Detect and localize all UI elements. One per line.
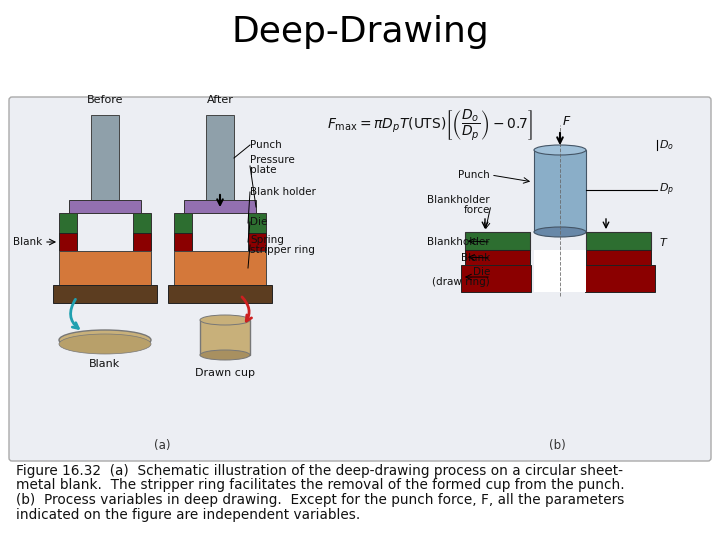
- Bar: [586, 232, 651, 250]
- Bar: [133, 213, 151, 233]
- Bar: [534, 250, 586, 265]
- Bar: [534, 150, 586, 232]
- Text: Blank: Blank: [13, 237, 42, 247]
- Bar: [59, 233, 77, 251]
- Bar: [461, 265, 531, 292]
- Text: Blank: Blank: [89, 359, 121, 369]
- Ellipse shape: [534, 145, 586, 155]
- Bar: [91, 115, 119, 200]
- Bar: [465, 250, 530, 265]
- Text: $D_p$: $D_p$: [659, 182, 674, 198]
- Bar: [174, 251, 266, 285]
- Text: Spring
stripper ring: Spring stripper ring: [250, 234, 315, 255]
- Text: Deep-Drawing: Deep-Drawing: [231, 15, 489, 49]
- Text: Before: Before: [86, 95, 123, 105]
- Text: Blank holder: Blank holder: [250, 187, 316, 197]
- Bar: [174, 233, 192, 251]
- Ellipse shape: [200, 315, 250, 325]
- Ellipse shape: [59, 330, 151, 350]
- Text: Drawn cup: Drawn cup: [195, 368, 255, 378]
- Bar: [59, 213, 77, 233]
- Text: $T$: $T$: [659, 236, 668, 248]
- FancyBboxPatch shape: [9, 97, 711, 461]
- Bar: [133, 233, 151, 251]
- Bar: [200, 320, 250, 355]
- Text: Pressure
plate: Pressure plate: [250, 154, 294, 176]
- Text: (a): (a): [154, 439, 170, 452]
- Ellipse shape: [59, 334, 151, 354]
- Ellipse shape: [200, 350, 250, 360]
- Bar: [184, 200, 256, 213]
- Text: $F_{\mathrm{max}}=\pi D_p T(\mathrm{UTS})\left[\left(\dfrac{D_o}{D_p}\right)-0.7: $F_{\mathrm{max}}=\pi D_p T(\mathrm{UTS}…: [327, 107, 533, 143]
- Text: Blank: Blank: [461, 253, 490, 263]
- Text: (b): (b): [549, 439, 565, 452]
- Text: Figure 16.32  (a)  Schematic illustration of the deep-drawing process on a circu: Figure 16.32 (a) Schematic illustration …: [16, 464, 623, 478]
- Bar: [59, 251, 151, 285]
- Text: Blankholder: Blankholder: [428, 237, 490, 247]
- Text: Punch: Punch: [458, 170, 490, 180]
- Text: Punch: Punch: [250, 140, 282, 150]
- Bar: [585, 265, 655, 292]
- Text: (b)  Process variables in deep drawing.  Except for the punch force, F, all the : (b) Process variables in deep drawing. E…: [16, 493, 624, 507]
- Text: $D_o$: $D_o$: [659, 138, 674, 152]
- Bar: [248, 213, 266, 233]
- Bar: [465, 232, 530, 250]
- Text: metal blank.  The stripper ring facilitates the removal of the formed cup from t: metal blank. The stripper ring facilitat…: [16, 478, 625, 492]
- Bar: [69, 200, 141, 213]
- Bar: [206, 115, 234, 210]
- Text: After: After: [207, 95, 233, 105]
- Bar: [168, 285, 272, 303]
- Bar: [174, 213, 192, 233]
- Bar: [586, 250, 651, 265]
- Bar: [534, 265, 586, 292]
- Text: indicated on the figure are independent variables.: indicated on the figure are independent …: [16, 508, 360, 522]
- Text: Die: Die: [250, 217, 267, 227]
- Text: F: F: [563, 115, 570, 128]
- Text: Die
(draw ring): Die (draw ring): [432, 267, 490, 287]
- Ellipse shape: [534, 227, 586, 237]
- Text: Blankholder
force: Blankholder force: [428, 194, 490, 215]
- Bar: [248, 233, 266, 251]
- Bar: [53, 285, 157, 303]
